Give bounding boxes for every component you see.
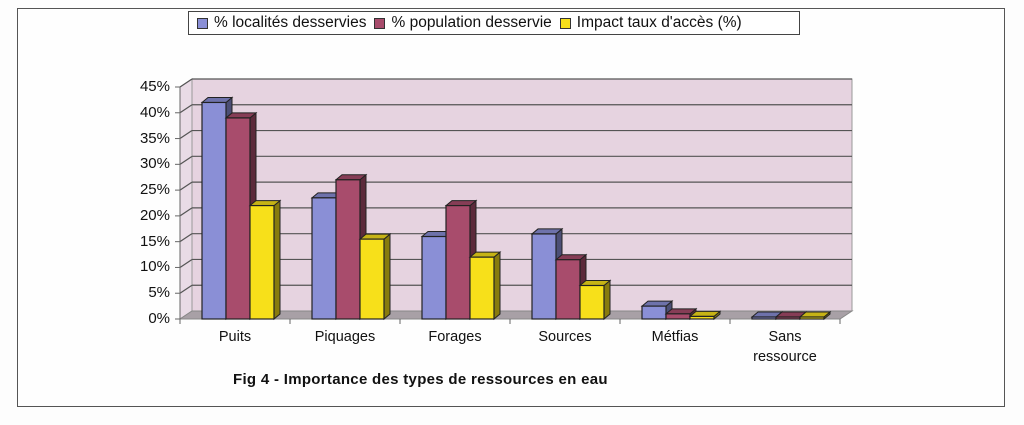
x-category-label: Sans ressource xyxy=(753,329,817,365)
bar-sources-series-2 xyxy=(578,279,612,321)
bar-métfias-series-1 xyxy=(664,307,698,321)
figure-caption: Fig 4 - Importance des types de ressourc… xyxy=(233,371,608,388)
legend-swatch-red xyxy=(374,17,386,29)
y-tick-label: 45% xyxy=(139,78,170,95)
y-tick-label: 20% xyxy=(139,206,170,224)
legend-swatch-blue xyxy=(197,17,208,29)
y-tick-label: 30% xyxy=(139,155,170,173)
y-tick-label: 0% xyxy=(148,310,170,327)
bar-piquages-series-2 xyxy=(358,233,392,321)
legend-label: % population desservie xyxy=(391,14,552,31)
x-category-label: Sources xyxy=(538,329,592,345)
x-category-label: Puits xyxy=(218,329,252,345)
y-tick-label: 35% xyxy=(139,129,170,147)
legend-item-population: % population desservie xyxy=(374,14,552,32)
y-tick-label: 25% xyxy=(139,181,170,199)
bar-forages-series-2 xyxy=(468,251,502,321)
legend-item-impact: Impact taux d'accès (%) xyxy=(559,14,742,32)
legend-label: % localités desservies xyxy=(214,14,367,31)
bar-sans-ressource-series-2 xyxy=(798,310,832,321)
x-category-label: Métfias xyxy=(651,329,699,345)
y-tick-label: 10% xyxy=(139,258,170,276)
y-tick-label: 15% xyxy=(139,232,170,250)
legend-label: Impact taux d'accès (%) xyxy=(576,14,742,31)
bar-métfias-series-2 xyxy=(688,310,722,321)
legend-item-localites: % localités desservies xyxy=(197,14,366,32)
legend-swatch-yellow xyxy=(559,17,571,29)
bar-puits-series-2 xyxy=(248,199,282,321)
y-tick-label: 40% xyxy=(139,103,170,121)
chart-legend: % localités desservies % population dess… xyxy=(188,11,800,35)
x-category-label: Piquages xyxy=(314,329,376,345)
y-tick-label: 5% xyxy=(148,284,170,302)
x-category-label: Forages xyxy=(428,329,482,345)
